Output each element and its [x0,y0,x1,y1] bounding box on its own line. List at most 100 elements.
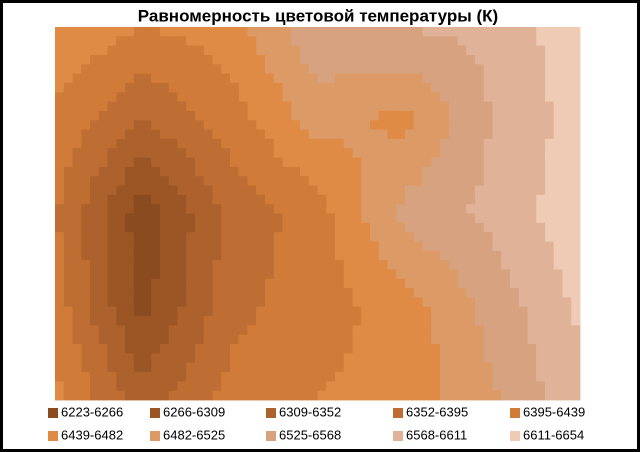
contour-cell [125,334,135,345]
contour-cell [195,64,205,75]
contour-cell [387,166,397,177]
contour-cell [203,288,213,298]
contour-cell [475,185,485,196]
contour-cell [256,325,266,336]
contour-cell [177,353,187,364]
contour-cell [457,176,467,186]
contour-cell [81,148,91,158]
contour-cell [177,325,187,336]
contour-cell [361,316,371,326]
contour-cell [518,241,528,252]
contour-cell [483,64,493,75]
contour-cell [247,138,257,149]
contour-cell [308,157,318,168]
contour-cell [63,157,73,168]
contour-cell [300,372,310,382]
contour-cell [63,316,73,326]
contour-cell [186,232,196,242]
contour-cell [195,36,205,47]
contour-cell [125,45,135,56]
contour-cell [116,129,126,140]
contour-cell [177,110,187,121]
contour-cell [238,353,248,364]
contour-cell [553,241,563,252]
contour-cell [545,213,555,224]
contour-cell [405,92,415,102]
contour-cell [107,185,117,196]
contour-cell [475,316,485,326]
contour-cell [265,241,275,252]
contour-cell [370,176,380,186]
contour-cell [212,362,222,373]
contour-cell [133,353,143,364]
contour-cell [125,316,135,326]
contour-cell [142,45,152,56]
contour-cell [527,157,537,168]
contour-cell [116,213,126,224]
contour-cell [133,316,143,326]
contour-cell [527,129,537,140]
contour-cell [475,278,485,289]
contour-cell [545,82,555,93]
contour-cell [238,381,248,392]
contour-cell [72,176,82,186]
contour-cell [256,204,266,214]
contour-cell [116,306,126,317]
contour-cell [510,36,520,47]
contour-cell [457,390,467,401]
contour-cell [186,54,196,65]
contour-cell [247,148,257,158]
contour-cell [291,288,301,298]
contour-cell [125,306,135,317]
contour-cell [466,73,476,84]
contour-cell [63,250,73,261]
contour-cell [343,185,353,196]
contour-cell [151,213,161,224]
contour-cell [230,250,240,261]
contour-cell [457,269,467,280]
contour-cell [553,306,563,317]
contour-cell [72,222,82,233]
contour-cell [90,269,100,280]
contour-cell [492,325,502,336]
contour-cell [177,166,187,177]
contour-cell [125,204,135,214]
contour-cell [457,64,467,75]
contour-cell [265,166,275,177]
contour-cell [300,148,310,158]
contour-cell [238,120,248,130]
contour-cell [265,36,275,47]
contour-cell [396,381,406,392]
contour-cell [387,288,397,298]
contour-cell [177,176,187,186]
contour-cell [361,260,371,270]
contour-cell [413,288,423,298]
contour-cell [448,325,458,336]
contour-cell [396,260,406,270]
contour-cell [448,138,458,149]
contour-cell [343,325,353,336]
contour-cell [527,54,537,65]
contour-cell [317,204,327,214]
contour-cell [55,372,65,382]
contour-cell [177,36,187,47]
contour-cell [396,138,406,149]
contour-cell [300,204,310,214]
contour-cell [370,204,380,214]
contour-cell [300,269,310,280]
contour-cell [177,222,187,233]
contour-cell [326,64,336,75]
contour-cell [536,344,546,354]
contour-cell [142,36,152,47]
contour-cell [448,213,458,224]
contour-cell [518,129,528,140]
contour-cell [562,129,572,140]
contour-cell [238,362,248,373]
contour-cell [457,45,467,56]
contour-cell [151,36,161,47]
contour-cell [370,316,380,326]
contour-cell [457,36,467,47]
contour-cell [98,222,108,233]
contour-cell [562,232,572,242]
contour-cell [273,306,283,317]
